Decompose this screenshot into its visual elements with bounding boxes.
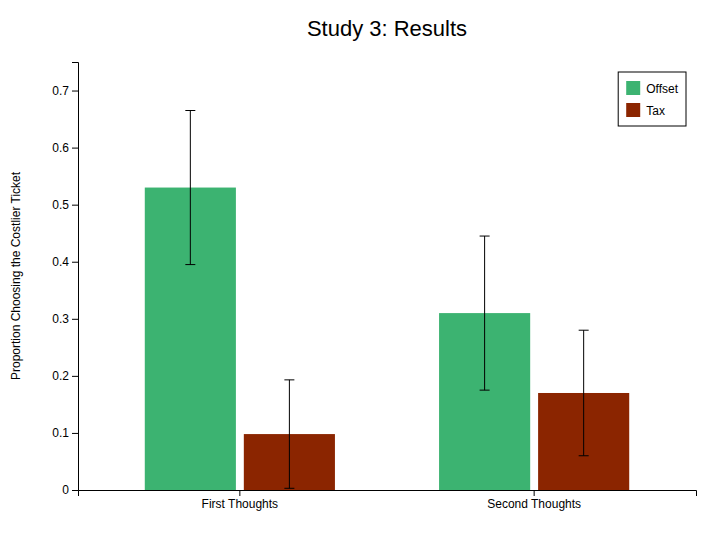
y-tick-label: 0.6 bbox=[52, 141, 69, 155]
legend-swatch bbox=[626, 103, 640, 117]
y-tick-label: 0.1 bbox=[52, 426, 69, 440]
y-tick-label: 0 bbox=[62, 483, 69, 497]
error-bar-stem bbox=[583, 330, 584, 456]
bar-series bbox=[145, 111, 530, 490]
x-tick-label: Second Thoughts bbox=[487, 497, 581, 511]
y-tick: 0.2 bbox=[52, 369, 78, 383]
y-tick-mark bbox=[72, 262, 78, 263]
plot: 0 0.1 0.2 0.3 0.4 0.5 0.6 0.7 First Thoughts Seco… bbox=[52, 63, 696, 511]
y-tick-label: 0.5 bbox=[52, 198, 69, 212]
error-bar-cap bbox=[284, 379, 294, 380]
error-bar-cap bbox=[185, 264, 195, 265]
y-tick-mark bbox=[72, 376, 78, 377]
y-tick: 0.1 bbox=[52, 426, 78, 440]
y-tick-mark bbox=[72, 319, 78, 320]
legend-item: Tax bbox=[626, 103, 665, 118]
error-bar-cap bbox=[579, 330, 589, 331]
legend-item: Offset bbox=[626, 81, 678, 96]
y-tick-label: 0.4 bbox=[52, 255, 69, 269]
y-tick: 0.4 bbox=[52, 255, 78, 269]
bar-series bbox=[244, 330, 629, 490]
y-tick-mark bbox=[72, 91, 78, 92]
y-axis-line bbox=[72, 63, 79, 491]
y-tick: 0.3 bbox=[52, 312, 78, 326]
x-axis-line bbox=[79, 491, 697, 497]
error-bar-cap bbox=[284, 488, 294, 489]
y-tick: 0.5 bbox=[52, 198, 78, 212]
x-tick-mark bbox=[239, 490, 240, 496]
error-bar-stem bbox=[484, 236, 485, 390]
error-bar bbox=[579, 330, 589, 456]
y-axis: 0 0.1 0.2 0.3 0.4 0.5 0.6 0.7 bbox=[52, 63, 78, 498]
y-tick: 0.7 bbox=[52, 84, 78, 98]
y-tick: 0.6 bbox=[52, 141, 78, 155]
error-bar-cap bbox=[185, 110, 195, 111]
y-tick-mark bbox=[72, 433, 78, 434]
error-bar bbox=[284, 380, 294, 488]
error-bar-cap bbox=[480, 236, 490, 237]
chart: 0 0.1 0.2 0.3 0.4 0.5 0.6 0.7 First Thoughts Seco… bbox=[0, 0, 720, 540]
x-tick-label: First Thoughts bbox=[202, 497, 278, 511]
error-bar-stem bbox=[289, 380, 290, 488]
x-tick: Second Thoughts bbox=[487, 490, 581, 511]
y-tick-label: 0.3 bbox=[52, 312, 69, 326]
title: Study 3: Results bbox=[307, 16, 467, 41]
legend-swatch bbox=[626, 81, 640, 95]
error-bar-cap bbox=[480, 390, 490, 391]
legend-label: Tax bbox=[646, 104, 665, 118]
y-tick-mark bbox=[72, 205, 78, 206]
marks bbox=[145, 111, 629, 490]
error-bar bbox=[185, 111, 195, 265]
legend-label: Offset bbox=[646, 82, 678, 96]
y-axis-title: Proportion Choosing the Costlier Ticket bbox=[9, 171, 23, 380]
y-tick-label: 0.7 bbox=[52, 84, 69, 98]
y-tick-label: 0.2 bbox=[52, 369, 69, 383]
error-bar-cap bbox=[579, 455, 589, 456]
y-tick-mark bbox=[72, 148, 78, 149]
legend-frame bbox=[618, 72, 686, 126]
x-tick: First Thoughts bbox=[202, 490, 278, 511]
x-tick-mark bbox=[534, 490, 535, 496]
error-bar-stem bbox=[190, 111, 191, 265]
y-tick: 0 bbox=[62, 483, 78, 497]
x-axis: First Thoughts Second Thoughts bbox=[79, 490, 697, 511]
legend: Offset Tax bbox=[618, 72, 686, 126]
y-tick-mark bbox=[72, 490, 78, 491]
error-bar bbox=[480, 236, 490, 390]
